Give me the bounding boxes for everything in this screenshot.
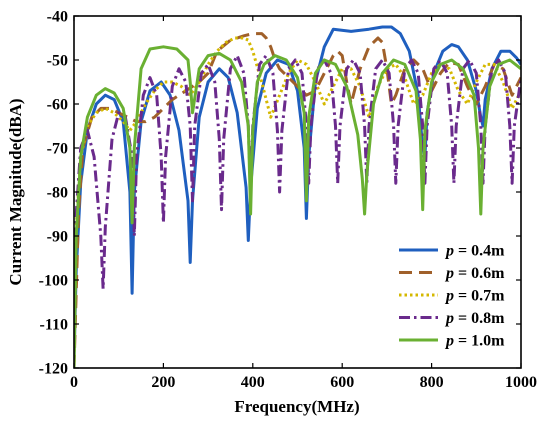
legend-entry-0: p = 0.4m: [444, 243, 505, 260]
legend-var: p: [444, 265, 454, 282]
legend-var: p: [444, 288, 454, 305]
y-tick-label: -70: [47, 141, 68, 158]
x-tick-label: 400: [241, 374, 265, 391]
legend-entry-4: p = 1.0m: [444, 333, 505, 350]
legend: p = 0.4mp = 0.6mp = 0.7mp = 0.8mp = 1.0m: [399, 243, 505, 350]
x-axis-label: Frequency(MHz): [234, 397, 359, 416]
series-layer: [74, 25, 521, 368]
x-tick-label: 800: [420, 374, 444, 391]
legend-var: p: [444, 310, 454, 327]
y-tick-label: -40: [47, 9, 68, 26]
y-tick-label: -120: [39, 361, 68, 378]
x-tick-label: 600: [330, 374, 354, 391]
y-tick-label: -80: [47, 185, 68, 202]
legend-value: = 0.6m: [454, 265, 505, 282]
series-line-4: [74, 45, 521, 368]
legend-entry-3: p = 0.8m: [444, 310, 505, 327]
ticks-layer: 0 200 400 600 800 1000 -120 -110 -100 -90 -80 -70 -6…: [39, 9, 537, 392]
y-axis-label: Current Magnitude(dBA): [6, 98, 25, 285]
y-tick-label: -100: [39, 273, 68, 290]
legend-value: = 0.8m: [454, 310, 505, 327]
y-tick-label: -110: [40, 317, 68, 334]
series-line-3: [74, 54, 521, 347]
y-tick-label: -50: [47, 53, 68, 70]
legend-var: p: [444, 243, 454, 260]
x-tick-label: 0: [70, 374, 78, 391]
legend-entry-2: p = 0.7m: [444, 288, 505, 305]
legend-value: = 1.0m: [454, 333, 505, 350]
x-tick-label: 1000: [505, 374, 537, 391]
y-tick-label: -60: [47, 97, 68, 114]
legend-value: = 0.4m: [454, 243, 505, 260]
legend-entry-1: p = 0.6m: [444, 265, 505, 282]
legend-value: = 0.7m: [454, 288, 505, 305]
x-tick-label: 200: [151, 374, 175, 391]
legend-var: p: [444, 333, 454, 350]
y-tick-label: -90: [47, 229, 68, 246]
